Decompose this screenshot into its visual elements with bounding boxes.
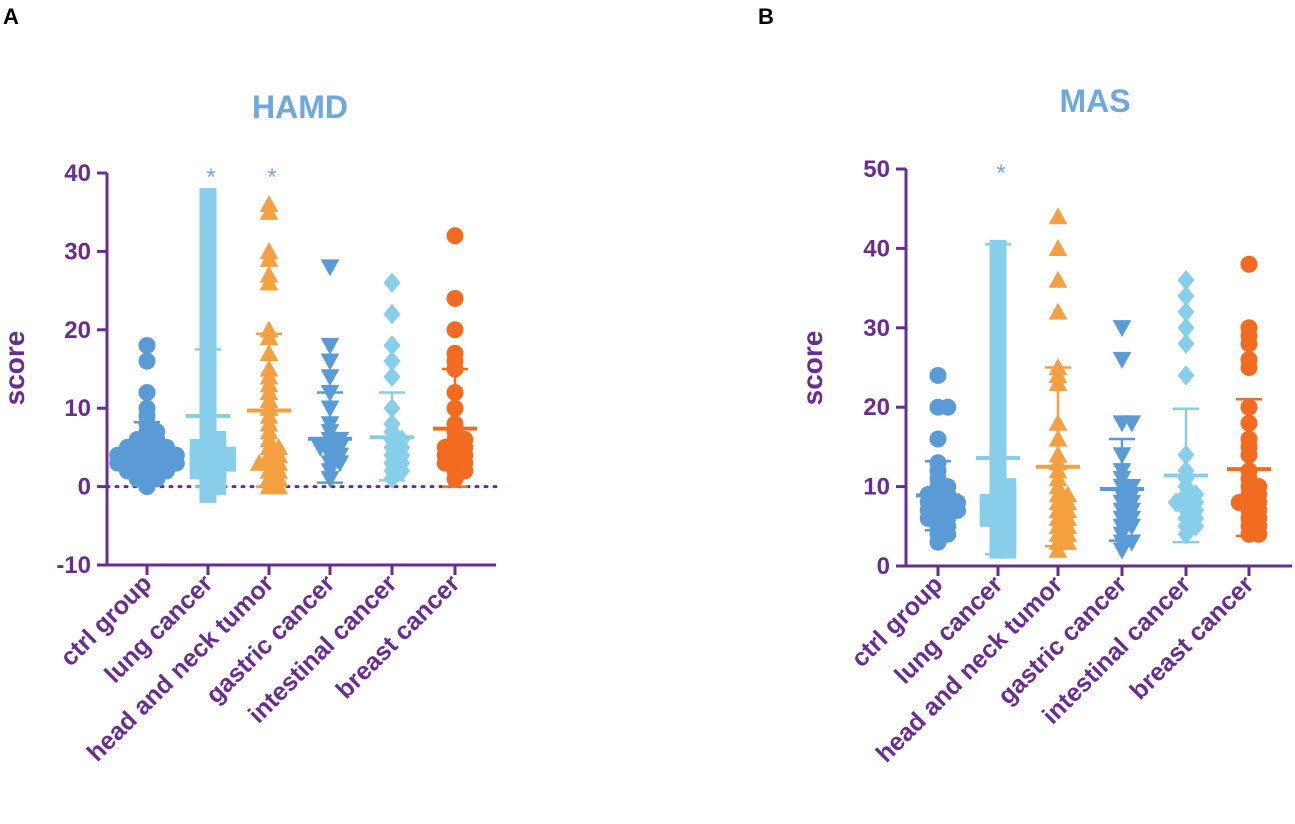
data-point [1048, 239, 1068, 257]
data-point [1122, 518, 1142, 536]
significance-marker: * [206, 164, 215, 191]
y-tick-label: 30 [64, 238, 91, 265]
data-point [446, 289, 464, 307]
y-tick-label: 40 [863, 235, 890, 262]
data-point [1112, 351, 1132, 369]
y-tick-label: 0 [877, 553, 890, 580]
data-point [446, 321, 464, 339]
chart-title: MAS [1059, 83, 1130, 119]
data-point [383, 350, 401, 372]
data-point [446, 227, 464, 245]
data-point [138, 384, 156, 402]
data-point [138, 336, 156, 354]
data-point [1240, 255, 1258, 273]
data-point [1048, 302, 1068, 320]
data-point [1177, 269, 1195, 291]
data-point [1048, 207, 1068, 225]
y-tick-label: 10 [863, 474, 890, 501]
data-point [929, 366, 947, 384]
data-point [1048, 270, 1068, 288]
data-point [929, 533, 947, 551]
data-point [1177, 365, 1195, 386]
y-axis-title: score [797, 331, 828, 406]
y-tick-label: 30 [863, 315, 890, 342]
data-point [383, 303, 401, 325]
data-point [1250, 525, 1268, 543]
data-point [1177, 333, 1195, 354]
data-point [259, 249, 279, 267]
data-point [249, 453, 269, 471]
data-point [929, 430, 947, 448]
data-point [330, 455, 350, 473]
y-tick-label: 20 [64, 317, 91, 344]
data-point [1177, 317, 1195, 338]
chart-title: HAMD [252, 89, 348, 125]
data-series [189, 188, 237, 503]
data-point [1122, 534, 1142, 552]
y-tick-label: -10 [56, 552, 91, 579]
data-point [1177, 285, 1195, 307]
data-point [138, 352, 156, 370]
data-series [1048, 207, 1078, 558]
data-series [919, 366, 967, 551]
data-point [999, 541, 1017, 559]
data-point [1112, 542, 1132, 560]
panel-letter-a: A [3, 4, 19, 29]
data-point [383, 335, 401, 356]
data-point [259, 273, 279, 291]
significance-marker: * [996, 160, 1005, 187]
y-tick-label: 20 [863, 394, 890, 421]
significance-marker: * [267, 164, 276, 191]
data-series [979, 239, 1017, 559]
y-axis-title: score [0, 331, 30, 406]
data-point [1048, 540, 1068, 558]
data-series [383, 272, 411, 489]
data-point [320, 369, 340, 387]
data-point [259, 202, 279, 220]
data-point [1240, 359, 1258, 376]
data-point [383, 366, 401, 388]
data-point [939, 398, 957, 416]
y-tick-label: 40 [64, 160, 91, 187]
data-point [1112, 320, 1132, 338]
y-tick-label: 0 [78, 474, 91, 501]
data-point [1177, 301, 1195, 323]
data-point [310, 439, 330, 457]
data-point [199, 485, 217, 503]
data-point [383, 272, 401, 293]
panel-letter-b: B [758, 4, 774, 29]
y-tick-label: 50 [863, 156, 890, 183]
data-point [1187, 516, 1205, 537]
data-point [1240, 335, 1258, 353]
data-point [320, 353, 340, 371]
y-tick-label: 10 [64, 395, 91, 422]
data-point [320, 337, 340, 355]
data-point [320, 259, 340, 277]
data-point [1122, 415, 1142, 433]
